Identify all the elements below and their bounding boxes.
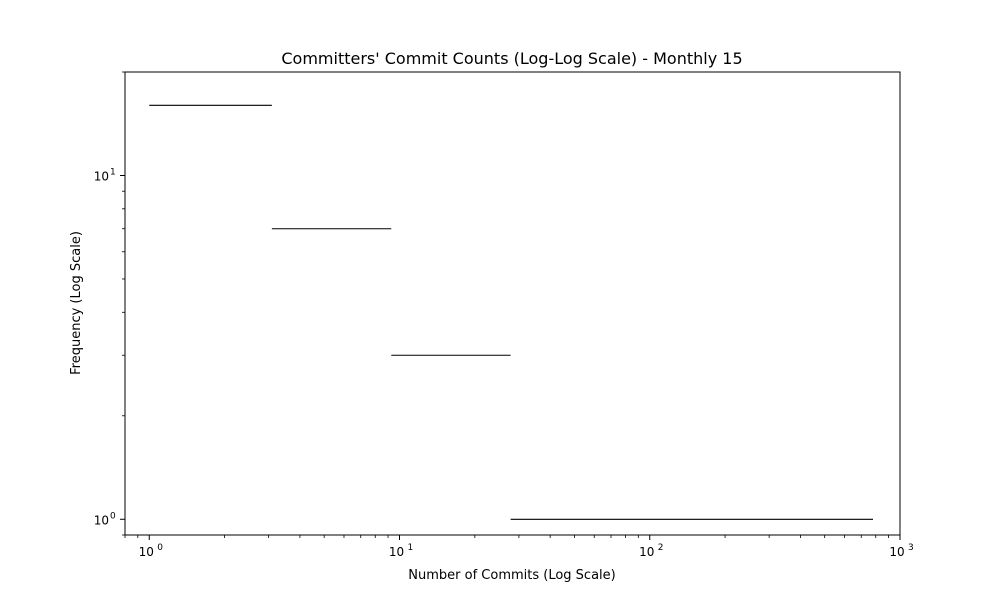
y-tick-exponent-0: 0 (110, 511, 116, 521)
x-axis-label: Number of Commits (Log Scale) (408, 568, 615, 583)
x-tick-exponent-3: 3 (908, 543, 914, 553)
x-tick-label-0: 10 (139, 545, 154, 559)
y-tick-label-1: 10 (94, 169, 109, 183)
x-axis-ticks: 10 0 10 1 10 2 10 3 (124, 535, 914, 559)
x-tick-label-2: 10 (639, 545, 654, 559)
plot-area (124, 71, 901, 536)
x-tick-exponent-0: 0 (157, 543, 163, 553)
x-tick-label-1: 10 (389, 545, 404, 559)
y-axis-label: Frequency (Log Scale) (69, 231, 84, 375)
x-tick-label-3: 10 (889, 545, 904, 559)
y-tick-exponent-1: 1 (110, 167, 116, 177)
y-tick-label-0: 10 (94, 513, 109, 527)
x-tick-exponent-1: 1 (408, 543, 414, 553)
x-tick-exponent-2: 2 (658, 543, 664, 553)
histogram-bars (149, 104, 873, 520)
chart-title: Committers' Commit Counts (Log-Log Scale… (281, 49, 742, 68)
